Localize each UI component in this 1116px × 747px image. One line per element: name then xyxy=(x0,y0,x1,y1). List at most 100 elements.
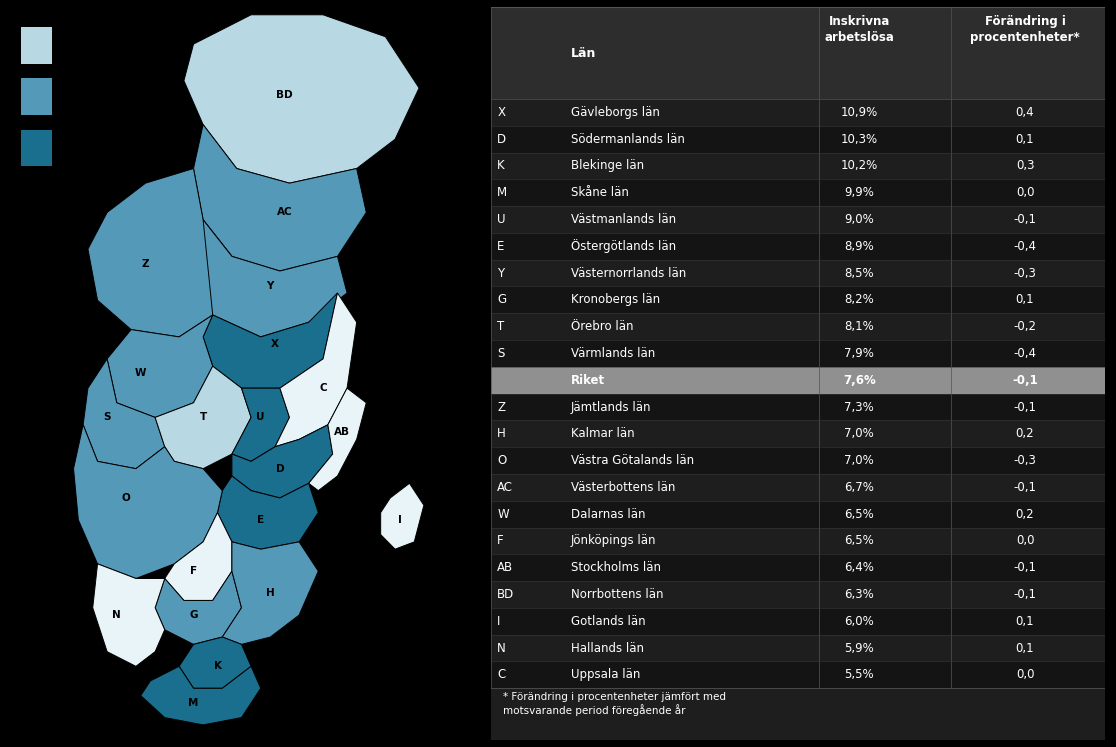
Text: M: M xyxy=(498,186,508,199)
Text: 6,7%: 6,7% xyxy=(845,481,874,494)
Text: 5,5%: 5,5% xyxy=(845,669,874,681)
Bar xyxy=(491,635,1105,662)
Polygon shape xyxy=(83,359,165,468)
Text: 10,2%: 10,2% xyxy=(840,159,878,173)
Polygon shape xyxy=(222,542,318,645)
Bar xyxy=(491,608,1105,635)
Text: Västmanlands län: Västmanlands län xyxy=(571,213,676,226)
Bar xyxy=(491,554,1105,581)
Text: G: G xyxy=(498,294,507,306)
Text: Y: Y xyxy=(267,281,275,291)
Text: D: D xyxy=(276,464,285,474)
Polygon shape xyxy=(218,476,318,549)
Text: 10,3%: 10,3% xyxy=(840,133,878,146)
Text: I: I xyxy=(498,615,501,627)
Text: T: T xyxy=(200,412,206,422)
Text: S: S xyxy=(104,412,110,422)
Text: 0,1: 0,1 xyxy=(1016,615,1035,627)
Polygon shape xyxy=(309,388,366,491)
Text: 0,4: 0,4 xyxy=(1016,106,1035,119)
Text: 0,0: 0,0 xyxy=(1016,669,1035,681)
Text: Skåne län: Skåne län xyxy=(571,186,628,199)
Polygon shape xyxy=(203,220,347,337)
Text: H: H xyxy=(266,588,275,598)
Text: Län: Län xyxy=(571,47,596,60)
Bar xyxy=(491,313,1105,340)
Text: 9,0%: 9,0% xyxy=(845,213,874,226)
Text: Kalmar län: Kalmar län xyxy=(571,427,635,440)
Text: Hallands län: Hallands län xyxy=(571,642,644,654)
Text: * Förändring i procentenheter jämfört med
motsvarande period föregående år: * Förändring i procentenheter jämfört me… xyxy=(503,692,727,716)
Text: M: M xyxy=(189,698,199,708)
Text: 0,1: 0,1 xyxy=(1016,294,1035,306)
Text: 7,6%: 7,6% xyxy=(843,374,876,387)
Text: Gotlands län: Gotlands län xyxy=(571,615,645,627)
Text: Uppsala län: Uppsala län xyxy=(571,669,641,681)
Bar xyxy=(491,662,1105,688)
Bar xyxy=(491,500,1105,527)
Polygon shape xyxy=(88,169,232,337)
Text: Kronobergs län: Kronobergs län xyxy=(571,294,660,306)
Text: 5,9%: 5,9% xyxy=(845,642,874,654)
Text: X: X xyxy=(271,339,279,349)
Text: C: C xyxy=(498,669,506,681)
Polygon shape xyxy=(155,571,241,645)
Text: 0,2: 0,2 xyxy=(1016,508,1035,521)
Text: Stockholms län: Stockholms län xyxy=(571,561,661,574)
Text: I: I xyxy=(398,515,402,525)
Polygon shape xyxy=(74,425,222,578)
Text: G: G xyxy=(190,610,198,620)
Polygon shape xyxy=(232,425,333,498)
Polygon shape xyxy=(107,315,213,418)
Text: -0,4: -0,4 xyxy=(1013,240,1037,252)
Bar xyxy=(491,447,1105,474)
Bar xyxy=(491,421,1105,447)
Text: 7,9%: 7,9% xyxy=(845,347,874,360)
Text: AB: AB xyxy=(498,561,513,574)
Text: W: W xyxy=(498,508,509,521)
Bar xyxy=(491,340,1105,367)
Text: 6,3%: 6,3% xyxy=(845,588,874,601)
Text: AC: AC xyxy=(498,481,513,494)
Text: Västra Götalands län: Västra Götalands län xyxy=(571,454,694,467)
Text: -0,3: -0,3 xyxy=(1013,267,1037,279)
Polygon shape xyxy=(141,666,261,725)
Bar xyxy=(491,260,1105,287)
Text: -0,2: -0,2 xyxy=(1013,320,1037,333)
Text: N: N xyxy=(113,610,122,620)
Text: Västernorrlands län: Västernorrlands län xyxy=(571,267,686,279)
Text: 0,0: 0,0 xyxy=(1016,186,1035,199)
Text: -0,1: -0,1 xyxy=(1013,561,1037,574)
Text: 8,2%: 8,2% xyxy=(845,294,874,306)
Text: 0,1: 0,1 xyxy=(1016,642,1035,654)
Polygon shape xyxy=(184,15,420,183)
Text: Blekinge län: Blekinge län xyxy=(571,159,644,173)
Text: 10,9%: 10,9% xyxy=(840,106,878,119)
Text: E: E xyxy=(257,515,264,525)
Text: 0,2: 0,2 xyxy=(1016,427,1035,440)
Text: 9,9%: 9,9% xyxy=(845,186,874,199)
Polygon shape xyxy=(165,512,232,601)
Bar xyxy=(491,367,1105,394)
Text: AB: AB xyxy=(335,427,350,437)
Text: Norrbottens län: Norrbottens län xyxy=(571,588,663,601)
Text: Örebro län: Örebro län xyxy=(571,320,634,333)
Text: 0,1: 0,1 xyxy=(1016,133,1035,146)
Text: -0,4: -0,4 xyxy=(1013,347,1037,360)
Bar xyxy=(491,581,1105,608)
Text: AC: AC xyxy=(277,208,292,217)
Text: Y: Y xyxy=(498,267,504,279)
Text: Jönköpings län: Jönköpings län xyxy=(571,534,656,548)
Bar xyxy=(491,527,1105,554)
Text: 0,3: 0,3 xyxy=(1016,159,1035,173)
Text: W: W xyxy=(135,368,146,379)
Text: BD: BD xyxy=(277,90,294,100)
Text: Gävleborgs län: Gävleborgs län xyxy=(571,106,660,119)
Text: Z: Z xyxy=(498,400,506,414)
Bar xyxy=(491,287,1105,313)
Text: Förändring i
procentenheter*: Förändring i procentenheter* xyxy=(970,15,1080,44)
Bar xyxy=(491,7,1105,99)
Text: S: S xyxy=(498,347,504,360)
Text: U: U xyxy=(498,213,506,226)
Bar xyxy=(491,152,1105,179)
